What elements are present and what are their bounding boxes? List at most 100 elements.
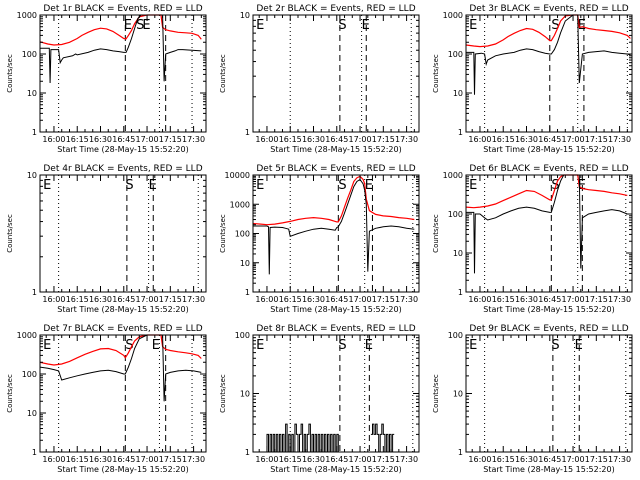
x-axis-title: Start Time (28-May-15 15:52:20) <box>57 145 188 154</box>
event-marker-label: E <box>365 178 373 193</box>
x-tick-label: 17:00 <box>349 135 372 144</box>
panel-det-4r: Det 4r BLACK = Events, RED = LLD E S E 1 10 16… <box>6 164 207 314</box>
panel-title: Det 4r BLACK = Events, RED = LLD <box>43 164 202 174</box>
x-tick-label: 17:15 <box>585 295 608 304</box>
x-axis-title: Start Time (28-May-15 15:52:20) <box>483 465 614 474</box>
x-tick-label: 16:45 <box>112 455 135 464</box>
x-tick-label: 17:00 <box>562 295 585 304</box>
y-tick-label: 10 <box>240 390 250 399</box>
lld-series-line <box>39 334 202 366</box>
x-tick-label: 16:00 <box>42 295 65 304</box>
x-tick-label: 16:15 <box>66 455 89 464</box>
x-tick-label: 17:00 <box>562 455 585 464</box>
event-marker-label: E <box>575 338 583 353</box>
x-tick-label: 16:00 <box>42 135 65 144</box>
y-tick-label: 1000 <box>230 200 250 209</box>
y-axis-title: Counts/sec <box>219 374 227 413</box>
x-tick-label: 17:15 <box>372 295 395 304</box>
panel-title: Det 3r BLACK = Events, RED = LLD <box>469 4 628 14</box>
y-tick-label: 100 <box>448 50 463 59</box>
event-marker-label: S <box>338 338 346 353</box>
x-axis-title: Start Time (28-May-15 15:52:20) <box>483 145 614 154</box>
events-series-line <box>466 174 628 274</box>
event-marker-label: E <box>149 178 157 193</box>
y-tick-label: 1 <box>32 128 37 137</box>
event-marker-label: E <box>578 178 586 193</box>
y-tick-label: 1 <box>245 128 250 137</box>
x-tick-label: 16:30 <box>89 135 112 144</box>
x-tick-label: 17:15 <box>585 455 608 464</box>
panel-det-1r: Det 1r BLACK = Events, RED = LLD E SE 1 10 10… <box>6 4 207 154</box>
x-tick-label: 16:15 <box>66 295 89 304</box>
x-tick-label: 17:30 <box>182 455 205 464</box>
y-axis-title: Counts/sec <box>432 214 440 253</box>
x-tick-label: 17:30 <box>395 295 418 304</box>
event-marker-label: E <box>469 338 477 353</box>
x-tick-label: 17:30 <box>608 295 631 304</box>
event-marker-label: E <box>43 338 51 353</box>
x-tick-label: 17:00 <box>349 295 372 304</box>
plot-frame <box>39 334 207 453</box>
lld-series-line <box>465 14 631 48</box>
y-tick-label: 1 <box>32 288 37 297</box>
y-axis-title: Counts/sec <box>6 54 14 93</box>
event-marker-label: S <box>551 18 559 33</box>
x-tick-label: 16:00 <box>42 455 65 464</box>
plot-frame <box>465 14 633 133</box>
event-marker-label: S <box>338 178 346 193</box>
x-tick-label: 17:30 <box>395 455 418 464</box>
x-tick-label: 17:15 <box>159 455 182 464</box>
x-tick-label: 17:00 <box>136 135 159 144</box>
event-marker-label: E <box>469 178 477 193</box>
y-axis-title: Counts/sec <box>219 214 227 253</box>
plot-frame <box>39 14 207 133</box>
x-tick-label: 17:30 <box>608 135 631 144</box>
panel-det-7r: Det 7r BLACK = Events, RED = LLD E S E 1 10 10… <box>6 324 207 474</box>
event-marker-label: E <box>142 18 150 33</box>
x-tick-label: 17:15 <box>159 135 182 144</box>
panel-title: Det 6r BLACK = Events, RED = LLD <box>469 164 628 174</box>
panel-title: Det 9r BLACK = Events, RED = LLD <box>469 324 628 334</box>
x-tick-label: 17:00 <box>562 135 585 144</box>
x-tick-label: 16:45 <box>538 295 561 304</box>
x-tick-label: 16:00 <box>468 295 491 304</box>
x-tick-label: 17:15 <box>585 135 608 144</box>
event-marker-label: S <box>338 18 346 33</box>
x-tick-label: 16:30 <box>302 295 325 304</box>
y-tick-label: 1000 <box>17 331 37 340</box>
x-tick-label: 16:30 <box>89 455 112 464</box>
x-tick-label: 16:30 <box>89 295 112 304</box>
panel-det-2r: Det 2r BLACK = Events, RED = LLD E S E 1 10 16… <box>219 4 420 154</box>
x-tick-label: 16:45 <box>112 295 135 304</box>
lld-series-line <box>465 174 628 209</box>
panel-det-5r: Det 5r BLACK = Events, RED = LLD E S E 1 10 10… <box>219 164 420 314</box>
x-tick-label: 16:00 <box>255 295 278 304</box>
x-tick-label: 17:30 <box>608 455 631 464</box>
y-tick-label: 10 <box>453 390 463 399</box>
x-tick-label: 17:00 <box>349 455 372 464</box>
lld-series-line <box>252 175 415 226</box>
event-marker-label: E <box>256 178 264 193</box>
y-tick-label: 10 <box>27 171 37 180</box>
y-tick-label: 1 <box>245 288 250 297</box>
events-series-line <box>40 14 202 84</box>
events-series-line <box>253 178 415 275</box>
event-marker-label: E <box>43 178 51 193</box>
x-axis-title: Start Time (28-May-15 15:52:20) <box>57 465 188 474</box>
event-marker-label: S <box>551 338 559 353</box>
y-tick-label: 10 <box>453 89 463 98</box>
event-marker-label: E <box>256 338 264 353</box>
y-axis-title: Counts/sec <box>432 54 440 93</box>
panel-title: Det 1r BLACK = Events, RED = LLD <box>43 4 202 14</box>
x-tick-label: 16:15 <box>279 135 302 144</box>
y-tick-label: 100 <box>448 331 463 340</box>
y-tick-label: 10 <box>240 11 250 20</box>
event-marker-label: E <box>469 18 477 33</box>
x-tick-label: 16:45 <box>325 455 348 464</box>
event-marker-label: E <box>578 18 586 33</box>
y-axis-title: Counts/sec <box>219 54 227 93</box>
y-tick-label: 1000 <box>443 11 463 20</box>
x-tick-label: 16:15 <box>279 455 302 464</box>
